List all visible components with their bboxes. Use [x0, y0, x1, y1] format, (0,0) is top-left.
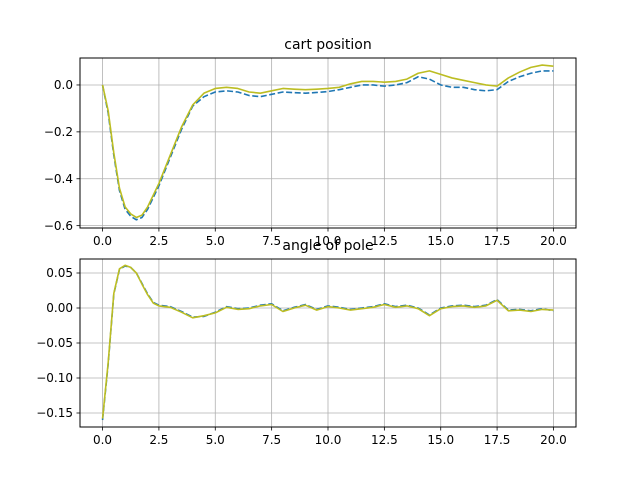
- angle-of-pole-panel: 0.0 2.5 5.0 7.5 10.0 12.5 15.0 17.5 20.0 0.05 0.00…: [36, 238, 577, 447]
- angle-of-pole-x-tick-label: 15.0: [427, 433, 454, 447]
- angle-of-pole-x-tick-label: 0.0: [93, 433, 112, 447]
- cart-position-series: [101, 64, 554, 221]
- angle-of-pole-y-tick-label: −0.15: [36, 406, 73, 420]
- angle-of-pole-grid: [80, 259, 576, 427]
- cart-position-x-tick-label: 15.0: [427, 234, 454, 248]
- cart-position-x-tick-label: 2.5: [149, 234, 168, 248]
- cart-position-x-tick-label: 7.5: [262, 234, 281, 248]
- cart-position-y-tick-label: −0.6: [44, 219, 73, 233]
- cart-position-y-tick-label: −0.2: [44, 125, 73, 139]
- cart-position-y-tick-label: −0.4: [44, 172, 73, 186]
- cart-position-series-line-2: [101, 64, 554, 219]
- angle-of-pole-x-tick-label: 10.0: [315, 433, 342, 447]
- angle-of-pole-y-tick-label: −0.05: [36, 336, 73, 350]
- angle-of-pole-y-tick-label: −0.10: [36, 371, 73, 385]
- cart-position-x-tick-label: 17.5: [484, 234, 511, 248]
- angle-of-pole-series-line-2: [101, 264, 554, 419]
- cart-position-series-line-1: [101, 70, 554, 221]
- angle-of-pole-x-tick-label: 17.5: [484, 433, 511, 447]
- cart-position-x-tick-label: 10.0: [315, 234, 342, 248]
- angle-of-pole-x-tick-label: 12.5: [371, 433, 398, 447]
- angle-of-pole-x-tick-label: 20.0: [540, 433, 567, 447]
- cart-position-title: cart position: [284, 37, 371, 53]
- cart-position-y-tick-label: 0.0: [54, 78, 73, 92]
- angle-of-pole-title: angle of pole: [282, 238, 373, 254]
- angle-of-pole-y-tick-label: 0.05: [46, 266, 73, 280]
- cart-position-x-tick-label: 20.0: [540, 234, 567, 248]
- cart-position-x-tick-label: 5.0: [206, 234, 225, 248]
- angle-of-pole-y-tick-label: 0.00: [46, 301, 73, 315]
- cart-position-panel: 0.0 2.5 5.0 7.5 10.0 12.5 15.0 17.5 20.0 0.0 −0.2 −…: [44, 37, 577, 248]
- angle-of-pole-ticks: 0.0 2.5 5.0 7.5 10.0 12.5 15.0 17.5 20.0 0.05 0.00…: [36, 266, 567, 447]
- cart-position-x-tick-label: 12.5: [371, 234, 398, 248]
- cart-position-x-tick-label: 0.0: [93, 234, 112, 248]
- angle-of-pole-series: [101, 264, 554, 421]
- angle-of-pole-x-tick-label: 5.0: [206, 433, 225, 447]
- cart-position-ticks: 0.0 2.5 5.0 7.5 10.0 12.5 15.0 17.5 20.0 0.0 −0.2 −…: [44, 78, 567, 248]
- angle-of-pole-x-tick-label: 7.5: [262, 433, 281, 447]
- angle-of-pole-x-tick-label: 2.5: [149, 433, 168, 447]
